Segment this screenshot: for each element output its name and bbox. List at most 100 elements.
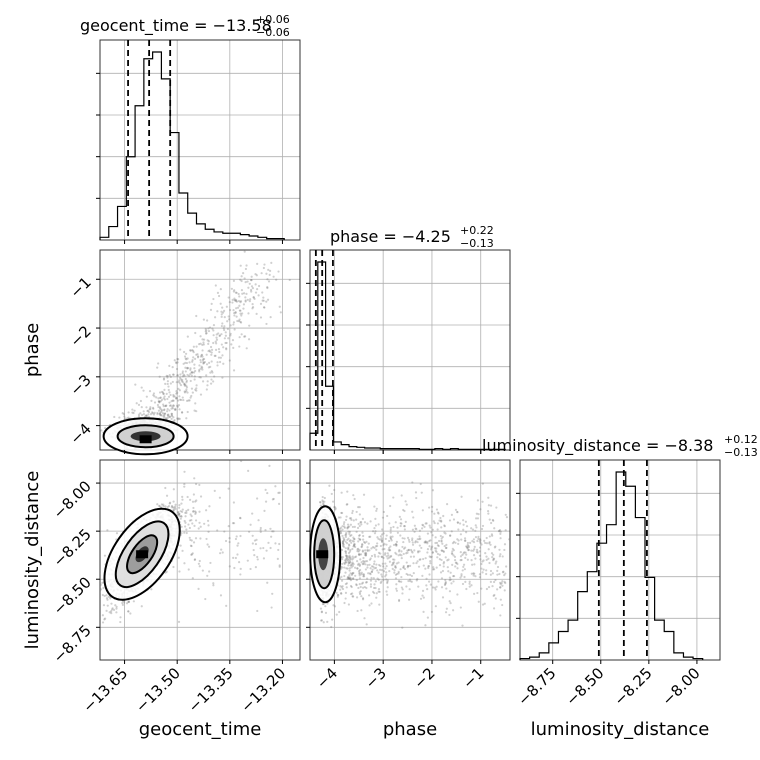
sample-point <box>352 557 355 560</box>
sample-point <box>438 553 441 556</box>
sample-point <box>477 537 480 540</box>
sample-point <box>115 607 118 610</box>
sample-point <box>421 594 424 597</box>
sample-point <box>494 578 497 582</box>
sample-point <box>343 538 346 541</box>
sample-point <box>496 588 499 591</box>
sample-point <box>431 586 435 589</box>
sample-point <box>266 581 269 584</box>
sample-point <box>397 570 400 574</box>
sample-point <box>217 294 221 298</box>
sample-point <box>168 415 172 418</box>
xtick-label-phase: −1 <box>459 664 487 692</box>
sample-point <box>487 512 490 515</box>
sample-point <box>394 551 397 555</box>
sample-point <box>364 552 368 555</box>
sample-point <box>394 543 397 546</box>
sample-point <box>269 269 272 272</box>
sample-point <box>100 590 101 592</box>
sample-point <box>213 354 216 357</box>
sample-point <box>374 580 377 583</box>
ytick-label-phase: −3 <box>66 371 94 399</box>
sample-point <box>489 543 492 546</box>
sample-point <box>347 603 350 606</box>
sample-point <box>374 530 377 533</box>
sample-point <box>445 607 448 610</box>
sample-point <box>415 579 418 582</box>
sample-point <box>355 578 358 582</box>
sample-point <box>358 571 361 574</box>
sample-point <box>270 535 273 538</box>
sample-point <box>349 539 352 542</box>
sample-point <box>186 335 189 338</box>
sample-point <box>185 399 189 402</box>
sample-point <box>240 279 243 283</box>
sample-point <box>181 549 184 552</box>
sample-point <box>392 496 395 499</box>
sample-point <box>179 384 183 387</box>
sample-point <box>178 512 181 516</box>
sample-point <box>214 340 217 343</box>
sample-point <box>288 278 291 282</box>
sample-point <box>353 538 356 541</box>
sample-point <box>369 573 372 576</box>
sample-point <box>471 528 475 531</box>
sample-point <box>153 411 156 414</box>
sample-point <box>198 565 201 568</box>
sample-point <box>194 511 198 514</box>
sample-point <box>344 534 347 537</box>
xtick-label-geocent_time: −13.65 <box>79 664 131 716</box>
sample-point <box>388 560 392 563</box>
sample-point <box>448 613 451 617</box>
sample-point <box>349 534 352 538</box>
sample-point <box>246 298 249 301</box>
sample-point <box>352 571 355 575</box>
sample-point <box>444 556 447 559</box>
sample-point <box>259 526 262 530</box>
sample-point <box>320 611 323 614</box>
sample-point <box>499 553 502 556</box>
sample-point <box>478 537 482 541</box>
sample-point <box>377 523 380 526</box>
sample-point <box>386 581 389 585</box>
sample-point <box>369 583 373 586</box>
sample-point <box>174 503 177 506</box>
sample-point <box>239 300 243 303</box>
sample-point <box>442 514 445 518</box>
sample-point <box>167 414 170 417</box>
sample-point <box>151 412 154 415</box>
sample-point <box>239 312 242 315</box>
sample-point <box>131 408 134 411</box>
sample-point <box>170 417 173 420</box>
sample-point <box>254 283 257 286</box>
sample-point <box>254 273 257 276</box>
sample-point <box>411 528 415 531</box>
sample-point <box>380 540 384 544</box>
sample-point <box>346 526 349 529</box>
sample-point <box>406 566 409 569</box>
sample-point <box>85 602 87 604</box>
sample-point <box>358 548 361 552</box>
sample-point <box>239 534 242 538</box>
sample-point <box>462 519 465 522</box>
sample-point <box>172 373 175 376</box>
sample-point <box>279 311 282 314</box>
sample-point <box>175 397 178 400</box>
sample-point <box>431 545 434 548</box>
sample-point <box>205 363 209 366</box>
sample-point <box>415 528 418 531</box>
sample-point <box>159 400 162 403</box>
sample-point <box>229 308 232 312</box>
sample-point <box>352 544 356 547</box>
sample-point <box>216 361 219 364</box>
sample-point <box>146 409 149 413</box>
sample-point <box>384 575 387 578</box>
sample-point <box>340 592 343 595</box>
sample-point <box>157 409 161 412</box>
sample-point <box>349 523 352 526</box>
sample-point <box>342 545 346 549</box>
sample-point <box>156 411 159 415</box>
sample-point <box>349 517 353 520</box>
sample-point <box>433 586 436 589</box>
sample-point <box>164 404 167 408</box>
